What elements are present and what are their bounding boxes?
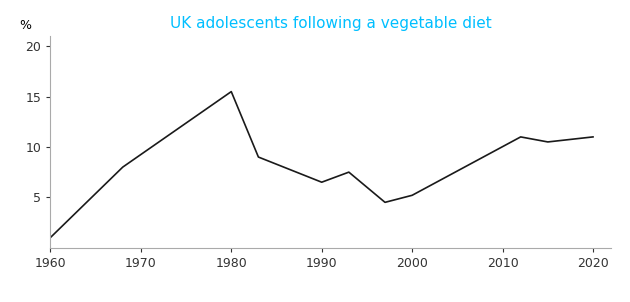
- Title: UK adolescents following a vegetable diet: UK adolescents following a vegetable die…: [170, 16, 491, 31]
- Text: %: %: [20, 19, 32, 32]
